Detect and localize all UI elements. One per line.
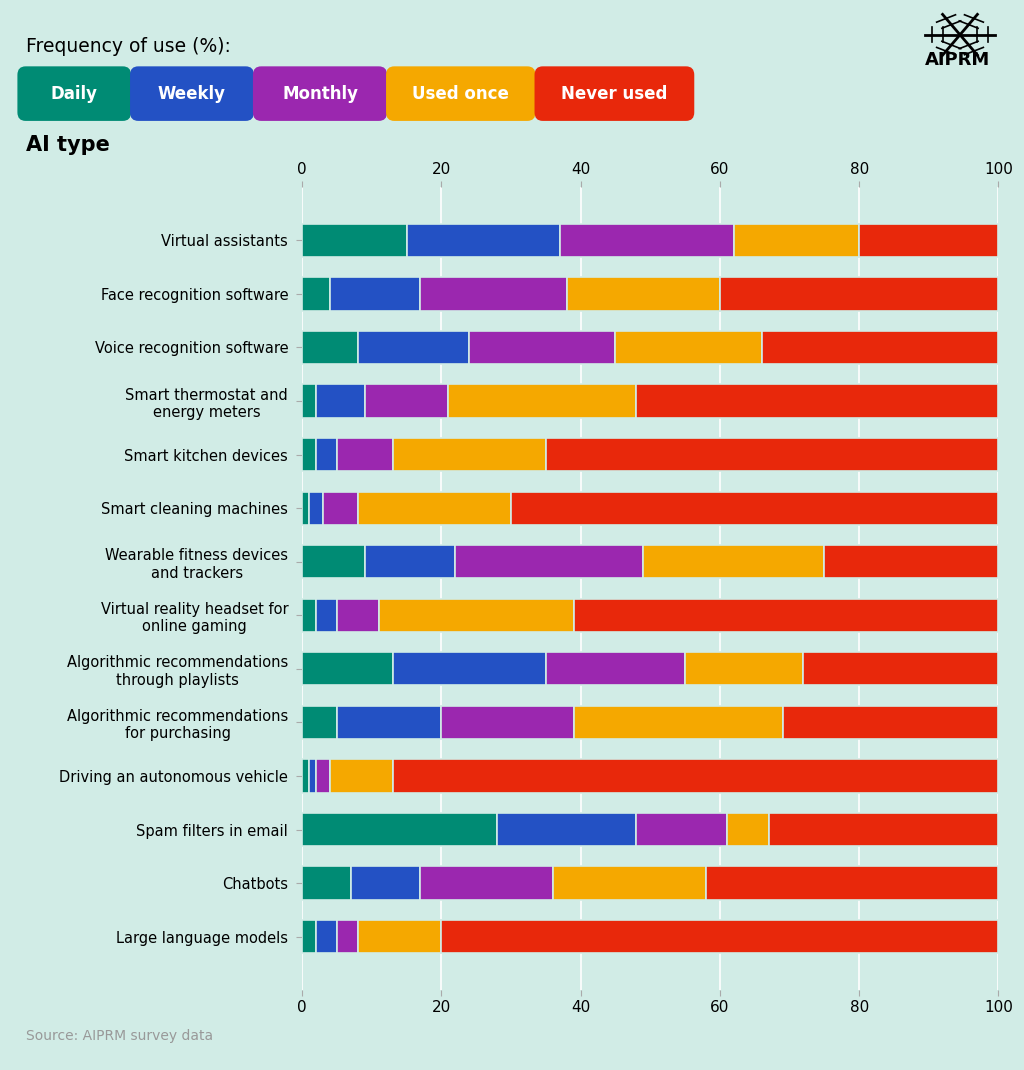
Bar — [456, 545, 643, 578]
Bar — [720, 277, 998, 310]
Text: Monthly: Monthly — [282, 85, 358, 103]
Bar — [302, 920, 316, 953]
Bar — [351, 867, 421, 900]
Bar — [560, 224, 734, 257]
Bar — [392, 760, 998, 793]
Bar — [316, 438, 337, 471]
Text: Daily: Daily — [51, 85, 97, 103]
Bar — [769, 813, 998, 846]
Bar — [302, 653, 392, 686]
Bar — [302, 438, 316, 471]
Bar — [782, 706, 998, 739]
Bar — [337, 438, 392, 471]
Bar — [357, 331, 469, 364]
Bar — [365, 545, 456, 578]
Bar — [546, 438, 998, 471]
Text: Never used: Never used — [561, 85, 668, 103]
Bar — [357, 920, 441, 953]
Bar — [636, 813, 727, 846]
Bar — [573, 706, 782, 739]
Bar — [734, 224, 859, 257]
Bar — [804, 653, 998, 686]
Bar — [392, 653, 546, 686]
Bar — [511, 491, 998, 524]
Bar — [323, 491, 357, 524]
Bar — [392, 438, 546, 471]
Bar — [316, 920, 337, 953]
Bar — [302, 760, 309, 793]
Bar — [337, 920, 357, 953]
Bar — [421, 277, 566, 310]
Bar — [302, 331, 357, 364]
Bar — [824, 545, 998, 578]
Bar — [421, 867, 553, 900]
Bar — [441, 920, 998, 953]
Bar — [365, 384, 449, 417]
Bar — [316, 384, 365, 417]
Bar — [302, 867, 351, 900]
Bar — [449, 384, 636, 417]
Bar — [469, 331, 615, 364]
Bar — [643, 545, 824, 578]
Text: AIPRM: AIPRM — [925, 51, 990, 70]
Bar — [407, 224, 560, 257]
Bar — [302, 224, 407, 257]
Bar — [309, 491, 323, 524]
Text: Used once: Used once — [413, 85, 509, 103]
Bar — [337, 599, 379, 632]
Bar — [546, 653, 685, 686]
Bar — [302, 384, 316, 417]
Bar — [685, 653, 804, 686]
Bar — [859, 224, 998, 257]
Bar — [330, 760, 392, 793]
Bar — [566, 277, 720, 310]
Text: Frequency of use (%):: Frequency of use (%): — [26, 37, 230, 57]
Bar — [316, 599, 337, 632]
Bar — [441, 706, 573, 739]
Bar — [302, 706, 337, 739]
Bar — [636, 384, 998, 417]
Bar — [762, 331, 998, 364]
Text: Source: AIPRM survey data: Source: AIPRM survey data — [26, 1029, 213, 1043]
Bar — [302, 599, 316, 632]
Bar — [706, 867, 998, 900]
Bar — [330, 277, 421, 310]
Bar — [357, 491, 511, 524]
Bar — [379, 599, 573, 632]
Bar — [337, 706, 441, 739]
Text: AI type: AI type — [26, 135, 110, 155]
Text: Weekly: Weekly — [158, 85, 226, 103]
Bar — [727, 813, 769, 846]
Bar — [302, 813, 497, 846]
Bar — [302, 545, 365, 578]
Bar — [302, 277, 330, 310]
Bar — [615, 331, 762, 364]
Bar — [553, 867, 706, 900]
Bar — [573, 599, 998, 632]
Bar — [316, 760, 330, 793]
Bar — [497, 813, 636, 846]
Bar — [302, 491, 309, 524]
Bar — [309, 760, 316, 793]
